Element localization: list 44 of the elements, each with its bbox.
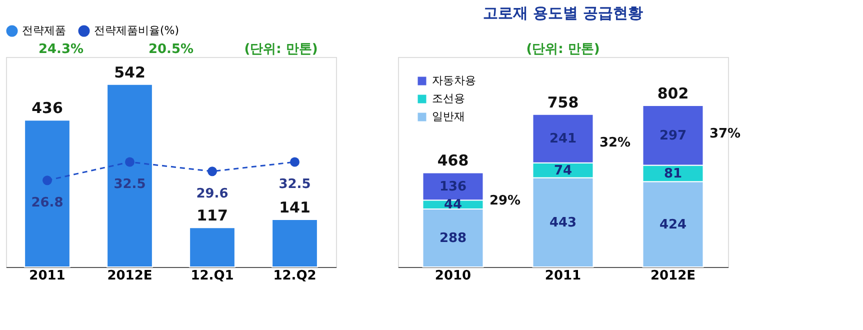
annotation: 32% <box>599 135 631 150</box>
text: (단위: 만톤) <box>526 42 600 57</box>
annotation: 29% <box>489 194 521 209</box>
data-label: 424 <box>659 217 687 232</box>
x-tick-label: 2012E <box>650 268 696 284</box>
data-label: 117 <box>196 206 228 225</box>
legend-label: 일반재 <box>432 110 465 123</box>
x-tick-label: 12.Q1 <box>190 268 234 284</box>
x-tick-label: 2010 <box>434 268 472 284</box>
data-label: 443 <box>549 215 577 230</box>
text: 20.5% <box>148 42 194 57</box>
legend-label: 전략제품 <box>22 24 66 37</box>
bar <box>272 218 318 268</box>
bar <box>24 120 70 268</box>
data-label: 74 <box>554 163 572 178</box>
x-tick-label: 2011 <box>544 268 582 284</box>
data-label: 44 <box>444 198 462 213</box>
x-tick-label: 2012E <box>107 268 152 284</box>
bar <box>189 227 236 268</box>
data-label: 32.5 <box>278 177 311 192</box>
chart-title: 고로재 용도별 공급현황 <box>482 4 644 22</box>
legend-label: 자동차용 <box>432 74 476 87</box>
text: (단위: 만톤) <box>244 42 318 57</box>
x-tick-label: 2011 <box>29 268 66 284</box>
data-label: 241 <box>549 132 577 147</box>
text: 24.3% <box>38 42 84 57</box>
data-label: 297 <box>659 128 687 144</box>
data-label: 136 <box>439 179 467 194</box>
data-label: 141 <box>279 198 310 216</box>
data-label: 81 <box>664 166 682 182</box>
data-label: 26.8 <box>31 195 64 210</box>
bar <box>106 84 153 268</box>
total-label: 758 <box>547 93 579 112</box>
data-label: 436 <box>32 99 63 118</box>
data-label: 542 <box>114 63 146 82</box>
data-label: 288 <box>439 230 467 246</box>
legend-label: 조선용 <box>432 92 465 105</box>
legend-label: 전략제품비율(%) <box>94 24 180 37</box>
data-label: 29.6 <box>196 186 228 202</box>
total-label: 802 <box>657 84 689 102</box>
total-label: 468 <box>437 152 469 170</box>
data-label: 32.5 <box>114 177 146 192</box>
annotation: 37% <box>709 126 741 142</box>
x-tick-label: 12.Q2 <box>273 268 316 284</box>
